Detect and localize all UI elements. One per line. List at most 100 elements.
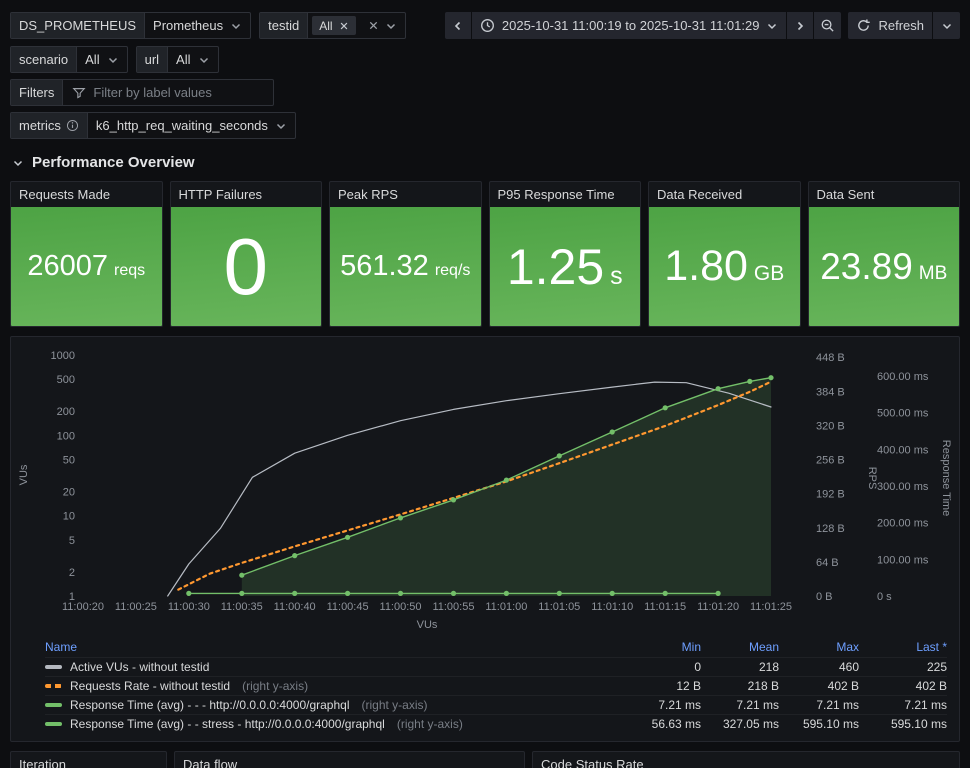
svg-text:600.00 ms: 600.00 ms [877,371,929,383]
svg-text:RPS: RPS [866,467,878,490]
testid-chip-label: All [319,18,333,33]
timeseries-chart[interactable]: 11:00:20 11:00:25 11:00:30 11:00:35 11:00:40… [11,343,957,635]
svg-text:11:00:25: 11:00:25 [115,601,157,613]
svg-text:192 B: 192 B [816,489,845,501]
time-range-picker-button[interactable]: 2025-10-31 11:00:19 to 2025-10-31 11:01:… [471,12,788,39]
svg-text:11:00:20: 11:00:20 [62,601,104,613]
svg-text:11:00:35: 11:00:35 [221,601,263,613]
svg-text:1000: 1000 [51,350,75,362]
legend-mean: 218 [758,660,779,674]
chevron-down-icon [198,54,210,66]
legend-table: Name Min Mean Max Last * Active VUs - wi… [11,635,959,741]
chevron-down-icon [107,54,119,66]
legend-header-last[interactable]: Last * [916,640,947,654]
series-name[interactable]: Requests Rate - without testid [70,679,231,693]
svg-text:200: 200 [57,406,75,418]
url-value: All [176,52,191,67]
panel-data-flow: Data flow [174,751,525,768]
clear-icon[interactable] [368,20,379,31]
svg-text:100: 100 [57,430,75,442]
testid-label: testid [260,13,309,38]
svg-text:20: 20 [63,486,75,498]
zoom-out-button[interactable] [814,12,842,39]
panel-title: P95 Response Time [497,187,615,202]
legend-last: 7.21 ms [904,698,947,712]
svg-text:11:01:10: 11:01:10 [591,601,633,613]
legend-header: Name Min Mean Max Last * [45,637,947,657]
svg-text:500: 500 [57,374,75,386]
series-name[interactable]: Active VUs - without testid [70,660,210,674]
panel-code-status-rate: Code Status Rate [532,751,960,768]
stat-value: 26007 [27,250,109,282]
chevron-down-icon [12,157,24,169]
legend-mean: 218 B [747,679,779,693]
legend-min: 12 B [676,679,701,693]
scenario-label: scenario [11,47,78,72]
svg-text:128 B: 128 B [816,523,845,535]
filter-input[interactable]: Filter by label values [63,80,273,105]
time-shift-forward-button[interactable] [787,12,815,39]
filter-placeholder: Filter by label values [93,85,212,100]
close-icon[interactable] [339,21,349,31]
legend-row[interactable]: Active VUs - without testid 0 218 460 22… [45,657,947,676]
svg-text:11:01:00: 11:01:00 [485,601,527,613]
svg-text:11:01:15: 11:01:15 [644,601,686,613]
panel-iteration: Iteration [10,751,167,768]
legend-header-mean[interactable]: Mean [748,640,779,654]
info-icon [66,119,79,132]
stat-value-area: 26007 reqs [11,207,162,326]
legend-row[interactable]: Response Time (avg) - - stress - http://… [45,714,947,733]
scenario-filter[interactable]: scenario All [10,46,128,73]
series-swatch-grey [45,665,62,669]
svg-text:11:00:30: 11:00:30 [168,601,210,613]
series-name[interactable]: Response Time (avg) - - stress - http://… [70,717,385,731]
legend-last: 402 B [915,679,947,693]
chevron-down-icon[interactable] [385,20,397,32]
legend-header-min[interactable]: Min [681,640,701,654]
metrics-label: metrics [11,113,88,138]
adhoc-filters[interactable]: Filters Filter by label values [10,79,275,106]
toolbar-row-3: Filters Filter by label values [10,79,960,106]
legend-row[interactable]: Response Time (avg) - - - http://0.0.0.0… [45,695,947,714]
svg-text:320 B: 320 B [816,420,845,432]
toolbar-row-1: DS_PROMETHEUS Prometheus testid All [10,12,960,39]
testid-chip-all[interactable]: All [312,16,356,35]
datasource-value[interactable]: Prometheus [145,13,250,38]
svg-text:448 B: 448 B [816,352,845,364]
clock-icon [480,18,495,33]
metrics-picker[interactable]: metrics k6_http_req_waiting_seconds [10,112,296,139]
panel-data-sent: Data Sent 23.89 MB [807,181,960,327]
panel-peak-rps: Peak RPS 561.32 req/s [329,181,482,327]
svg-text:11:00:40: 11:00:40 [274,601,316,613]
row-performance-overview[interactable]: Performance Overview [10,154,960,171]
time-shift-back-button[interactable] [444,12,472,39]
refresh-button[interactable]: Refresh [848,12,933,39]
timeseries-panel[interactable]: 11:00:20 11:00:25 11:00:30 11:00:35 11:00:40… [10,336,960,742]
bottom-panels: Iteration Data flow Code Status Rate [10,751,960,768]
series-axis-note: (right y-axis) [396,717,463,731]
panel-title: Requests Made [19,187,111,202]
legend-min: 56.63 ms [651,717,701,731]
svg-text:11:00:45: 11:00:45 [327,601,369,613]
series-swatch-green [45,722,62,726]
svg-text:300.00 ms: 300.00 ms [877,481,929,493]
legend-header-name[interactable]: Name [45,640,78,654]
svg-text:11:01:20: 11:01:20 [697,601,739,613]
refresh-interval-dropdown[interactable] [933,12,960,39]
series-name[interactable]: Response Time (avg) - - - http://0.0.0.0… [70,698,350,712]
svg-text:50: 50 [63,455,75,467]
legend-mean: 7.21 ms [736,698,779,712]
testid-clear-controls[interactable] [360,13,405,38]
panel-data-received: Data Received 1.80 GB [648,181,801,327]
legend-max: 402 B [827,679,859,693]
testid-filter[interactable]: testid All [259,12,406,39]
dashboard: DS_PROMETHEUS Prometheus testid All [0,12,970,768]
stat-panels: Requests Made 26007 reqs HTTP Failures 0 … [10,181,960,327]
legend-row[interactable]: Requests Rate - without testid (right y-a… [45,676,947,695]
datasource-picker[interactable]: DS_PROMETHEUS Prometheus [10,12,252,39]
series-swatch-green [45,703,62,707]
legend-min: 7.21 ms [658,698,701,712]
legend-header-max[interactable]: Max [836,640,859,654]
legend-min: 0 [694,660,701,674]
url-filter[interactable]: url All [135,46,219,73]
